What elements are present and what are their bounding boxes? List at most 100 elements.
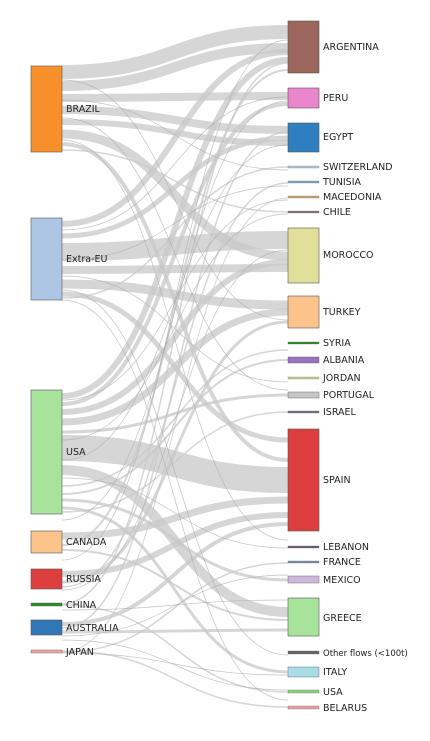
- node-albania[interactable]: ALBANIA: [287, 355, 365, 366]
- flow-link: [61, 435, 289, 493]
- node-label: MACEDONIA: [323, 192, 382, 203]
- flow-link: [61, 69, 289, 546]
- flow-link: [61, 599, 289, 611]
- node-bar: [287, 356, 320, 364]
- flow-link: [61, 117, 289, 391]
- node-label: USA: [323, 687, 343, 698]
- node-jordan[interactable]: JORDAN: [287, 373, 361, 384]
- node-label: PERU: [323, 93, 348, 104]
- node-syria[interactable]: SYRIA: [287, 338, 351, 349]
- node-china[interactable]: CHINA: [30, 600, 97, 611]
- flow-link: [61, 506, 289, 674]
- node-label: TUNISIA: [322, 177, 361, 188]
- node-argentina[interactable]: ARGENTINA: [287, 20, 379, 74]
- node-bar: [287, 341, 320, 345]
- node-bar: [30, 389, 63, 515]
- node-greece[interactable]: GREECE: [287, 597, 362, 637]
- flow-link: [61, 249, 289, 591]
- flow-links: [61, 25, 289, 708]
- node-bar: [287, 195, 320, 199]
- flow-link: [61, 498, 289, 582]
- flow-link: [61, 43, 289, 91]
- node-label: MEXICO: [323, 575, 361, 586]
- node-morocco[interactable]: MOROCCO: [287, 227, 374, 284]
- node-bar: [287, 575, 320, 584]
- node-bar: [287, 210, 320, 214]
- node-label: RUSSIA: [66, 574, 101, 585]
- node-japan[interactable]: JAPAN: [30, 647, 94, 658]
- node-egypt[interactable]: EGYPT: [287, 122, 353, 153]
- node-bar: [30, 217, 63, 301]
- node-spain[interactable]: SPAIN: [287, 428, 351, 532]
- node-label: EGYPT: [323, 132, 353, 143]
- node-russia[interactable]: RUSSIA: [30, 568, 101, 590]
- target-nodes: ARGENTINA PERU EGYPT SWITZERLAND TUNISIA…: [287, 20, 408, 714]
- node-tunisia[interactable]: TUNISIA: [287, 177, 361, 188]
- node-label: SPAIN: [323, 475, 351, 486]
- node-mexico[interactable]: MEXICO: [287, 575, 361, 586]
- source-nodes: BRAZIL Extra-EU USA CANADA RUSSIA CHINA …: [30, 65, 119, 658]
- node-label: JORDAN: [322, 373, 361, 384]
- node-israel[interactable]: ISRAEL: [287, 407, 357, 418]
- flow-link: [61, 131, 289, 629]
- flow-link: [61, 149, 289, 213]
- flow-link: [61, 652, 289, 676]
- node-macedonia[interactable]: MACEDONIA: [287, 192, 382, 203]
- node-bar: [30, 530, 63, 554]
- node-label: TURKEY: [322, 307, 361, 318]
- node-bar: [30, 568, 63, 590]
- node-label: CANADA: [66, 537, 107, 548]
- node-other-flows[interactable]: Other flows (<100t): [287, 649, 408, 659]
- node-label: ITALY: [323, 667, 347, 678]
- node-lebanon[interactable]: LEBANON: [287, 542, 369, 553]
- node-brazil[interactable]: BRAZIL: [30, 65, 101, 153]
- node-belarus[interactable]: BELARUS: [287, 703, 367, 714]
- flow-link: [61, 106, 289, 134]
- flow-link: [61, 299, 289, 701]
- flow-link: [61, 477, 289, 549]
- node-usa[interactable]: USA: [30, 389, 86, 515]
- node-switzerland[interactable]: SWITZERLAND: [287, 162, 393, 173]
- node-peru[interactable]: PERU: [287, 87, 348, 109]
- node-bar: [30, 65, 63, 153]
- node-bar: [30, 649, 63, 654]
- flow-link: [61, 79, 289, 321]
- node-bar: [287, 20, 320, 74]
- node-bar: [287, 689, 320, 694]
- node-italy[interactable]: ITALY: [287, 666, 347, 678]
- flow-link: [61, 279, 289, 310]
- flow-link: [61, 320, 289, 584]
- flow-link: [61, 49, 289, 227]
- node-label: BRAZIL: [66, 104, 101, 115]
- flow-link: [61, 57, 289, 399]
- flow-link: [61, 144, 289, 461]
- node-label: LEBANON: [323, 542, 369, 553]
- node-usa-target[interactable]: USA: [287, 687, 343, 698]
- node-canada[interactable]: CANADA: [30, 530, 107, 554]
- node-extra-eu[interactable]: Extra-EU: [30, 217, 108, 301]
- flow-link: [61, 62, 289, 605]
- node-label: BELARUS: [323, 703, 367, 714]
- node-label: PORTUGAL: [323, 390, 375, 401]
- node-france[interactable]: FRANCE: [287, 557, 361, 568]
- flow-link: [61, 39, 289, 561]
- node-portugal[interactable]: PORTUGAL: [287, 390, 375, 401]
- flow-link: [61, 213, 289, 441]
- node-bar: [287, 122, 320, 153]
- flow-link: [61, 129, 289, 261]
- node-bar: [287, 410, 320, 414]
- node-bar: [287, 545, 320, 549]
- node-label: ISRAEL: [323, 407, 357, 418]
- node-bar: [287, 650, 320, 655]
- flow-link: [61, 231, 289, 261]
- node-turkey[interactable]: TURKEY: [287, 295, 361, 329]
- flow-link: [61, 139, 289, 541]
- flow-link: [61, 574, 289, 637]
- node-australia[interactable]: AUSTRALIA: [30, 619, 119, 636]
- node-bar: [287, 597, 320, 637]
- flow-link: [61, 100, 289, 521]
- flow-link: [61, 92, 289, 102]
- node-chile[interactable]: CHILE: [287, 207, 351, 218]
- node-label: USA: [66, 447, 86, 458]
